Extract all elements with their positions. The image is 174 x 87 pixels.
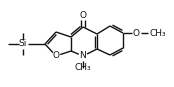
Text: N: N bbox=[80, 52, 86, 60]
Text: Si: Si bbox=[19, 39, 27, 48]
Text: O: O bbox=[80, 11, 86, 19]
Text: O: O bbox=[53, 52, 60, 60]
Text: CH₃: CH₃ bbox=[150, 29, 167, 37]
Text: O: O bbox=[132, 29, 140, 37]
Text: CH₃: CH₃ bbox=[75, 64, 91, 72]
